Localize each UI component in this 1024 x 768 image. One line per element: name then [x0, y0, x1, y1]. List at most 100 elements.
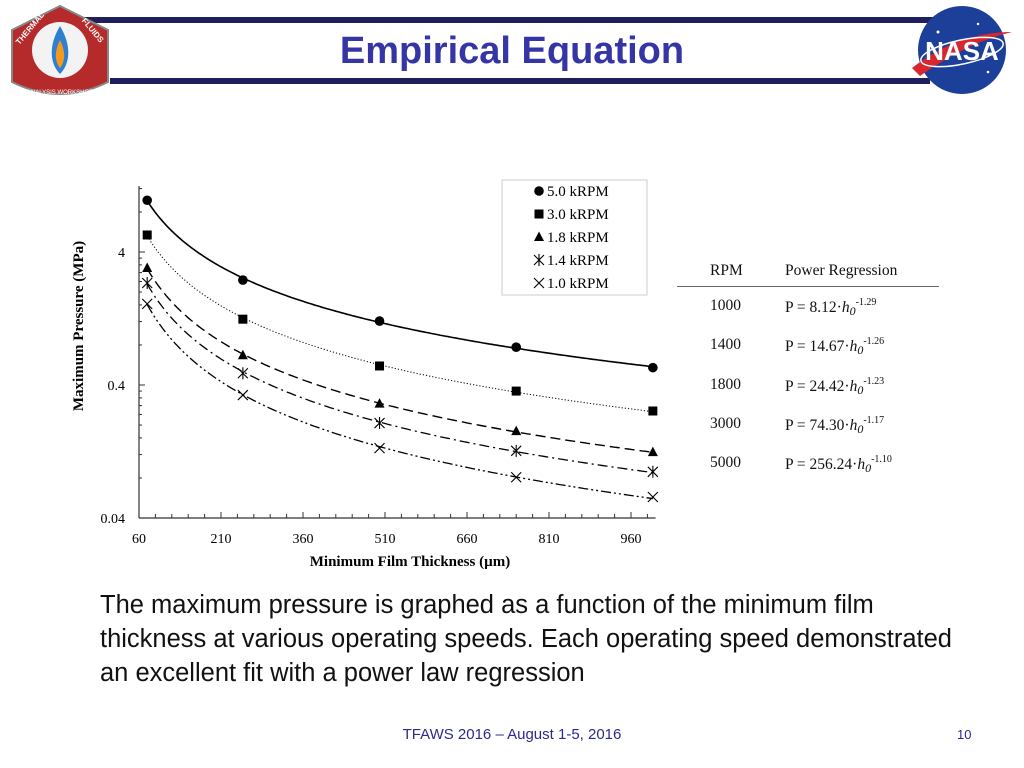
legend-label: 1.8 kRPM [547, 230, 609, 246]
equation-lhs: P = 256.24· [785, 456, 858, 474]
h-subscript: 0 [865, 461, 872, 476]
data-point [238, 275, 248, 285]
y-tick-label: 0.4 [108, 379, 126, 394]
y-axis-label: Maximum Pressure (MPa) [71, 241, 87, 411]
table-row: 1800 P = 24.42·h0-1.23 [677, 366, 939, 405]
data-point [141, 298, 153, 310]
chart-axes: 60 210 360 510 660 810 960 0.04 0.4 4 [101, 186, 656, 547]
legend-label: 1.0 kRPM [547, 276, 609, 292]
equation-cell: P = 8.12·h0-1.29 [785, 297, 877, 318]
x-tick-label: 60 [132, 532, 146, 547]
fit-curve-1-0-kRPM [146, 304, 653, 500]
legend-label: 3.0 kRPM [547, 207, 609, 223]
equation-cell: P = 24.42·h0-1.23 [785, 375, 885, 397]
x-tick-label: 810 [539, 532, 560, 547]
fit-curve-1-8-kRPM [146, 268, 653, 453]
h-subscript: 0 [857, 343, 864, 358]
legend-marker [534, 231, 544, 241]
table-row: 5000 P = 256.24·h0-1.10 [677, 444, 939, 483]
equation-cell: P = 256.24·h0-1.10 [785, 454, 892, 476]
fit-curve-5-0-kRPM [146, 200, 653, 368]
h-symbol: h [849, 377, 858, 395]
header-band-top [80, 17, 960, 23]
equation-lhs: P = 8.12· [785, 299, 842, 316]
data-point [375, 361, 385, 371]
data-point [647, 491, 659, 503]
h-symbol: h [841, 299, 850, 316]
equation-cell: P = 74.30·h0-1.17 [785, 414, 885, 436]
h-subscript: 0 [857, 421, 864, 436]
header-band-bottom [110, 78, 930, 84]
x-tick-label: 660 [457, 532, 478, 547]
h-symbol: h [849, 416, 858, 434]
data-point [647, 446, 658, 457]
exponent: -1.29 [855, 297, 877, 308]
data-point [142, 262, 153, 273]
exponent: -1.26 [863, 336, 885, 348]
data-point [511, 342, 521, 352]
exponent: -1.23 [863, 375, 885, 387]
legend-marker [533, 277, 545, 289]
legend-marker [534, 186, 544, 196]
fit-curve-3-0-kRPM [146, 235, 653, 413]
header-rpm: RPM [710, 262, 743, 279]
legend-label: 1.4 kRPM [547, 253, 609, 269]
equation-cell: P = 14.67·h0-1.26 [785, 336, 885, 358]
legend-marker [534, 209, 544, 219]
equation-lhs: P = 24.42· [785, 377, 850, 395]
equation-lhs: P = 74.30· [785, 416, 850, 434]
data-point [510, 444, 522, 457]
nasa-logo-text: NASA [925, 36, 999, 66]
page-title: Empirical Equation [339, 30, 685, 72]
fit-curves [146, 200, 653, 500]
h-subscript: 0 [849, 304, 856, 318]
header-power-regression: Power Regression [785, 262, 898, 279]
logo-text: ANALYSIS WORKSHOP [27, 90, 93, 96]
nasa-logo: NASA [912, 6, 1012, 94]
pressure-chart: 60 210 360 510 660 810 960 0.04 0.4 4 Minimum Fil… [71, 179, 659, 570]
x-axis-label: Minimum Film Thickness (µm) [310, 554, 510, 570]
data-point [511, 425, 522, 436]
footer-text: TFAWS 2016 – August 1-5, 2016 [402, 726, 622, 743]
data-point [510, 471, 522, 483]
data-point [374, 398, 385, 408]
rpm-cell: 1400 [710, 336, 741, 354]
data-point [142, 230, 152, 240]
data-point [237, 389, 249, 401]
data-point [237, 349, 248, 360]
table-row: 1400 P = 14.67·h0-1.26 [677, 326, 939, 365]
rpm-cell: 3000 [710, 414, 741, 432]
legend-label: 5.0 kRPM [547, 184, 609, 200]
x-tick-label: 960 [621, 532, 642, 547]
rpm-cell: 1800 [710, 375, 741, 393]
data-point [511, 386, 521, 396]
x-tick-label: 210 [211, 532, 232, 547]
exponent: -1.17 [863, 414, 885, 426]
h-subscript: 0 [857, 382, 864, 397]
tfaws-logo: THERMAL FLUIDS ANALYSIS WORKSHOP [11, 4, 109, 96]
data-point [647, 465, 659, 478]
h-symbol: h [849, 338, 858, 356]
x-tick-label: 360 [293, 532, 314, 547]
x-tick-label: 510 [375, 532, 396, 547]
data-markers [141, 195, 659, 503]
data-point [238, 314, 248, 324]
equation-lhs: P = 14.67· [785, 338, 850, 356]
table-row: 3000 P = 74.30·h0-1.17 [677, 405, 939, 444]
regression-table: RPM Power Regression 1000 P = 8.12·h0-1.… [677, 262, 939, 483]
data-point [142, 195, 152, 206]
exponent: -1.10 [871, 454, 892, 466]
data-point [374, 316, 385, 326]
table-row: 1000 P = 8.12·h0-1.29 [677, 287, 939, 326]
legend-marker [533, 254, 545, 266]
h-symbol: h [857, 456, 866, 474]
data-point [237, 367, 249, 380]
fit-curve-1-4-kRPM [146, 283, 653, 474]
rpm-cell: 1000 [710, 297, 741, 314]
data-point [374, 417, 385, 430]
data-point [141, 276, 153, 289]
data-point [648, 362, 658, 373]
table-header: RPM Power Regression [677, 262, 939, 287]
data-point [374, 442, 385, 454]
rpm-cell: 5000 [710, 454, 741, 472]
